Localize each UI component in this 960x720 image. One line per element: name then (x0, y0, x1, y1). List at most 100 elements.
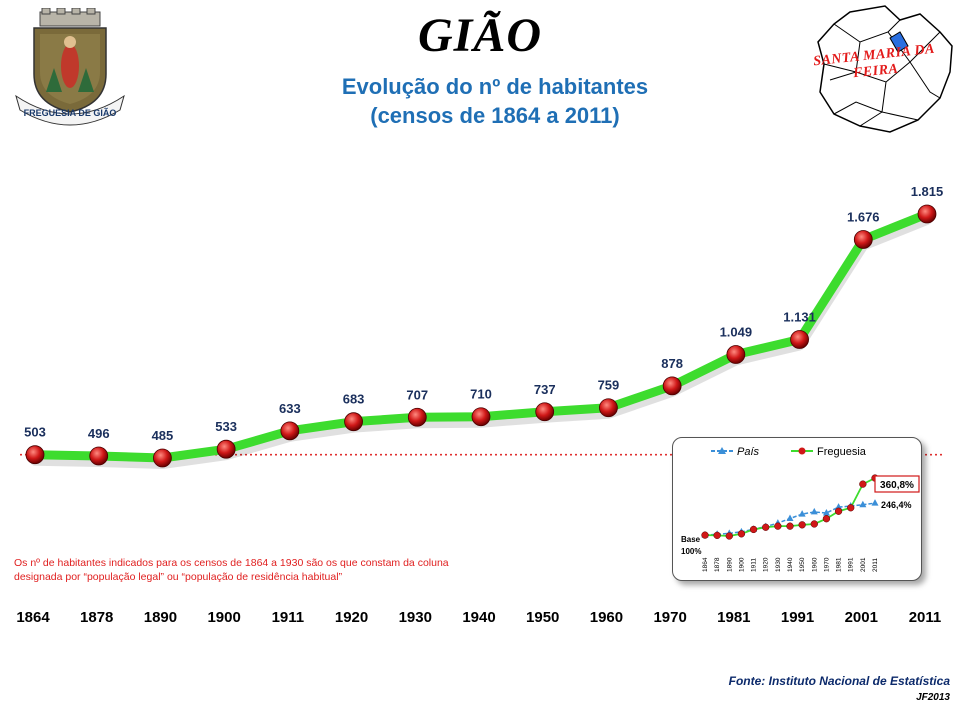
inset-x-tick-1900: 1900 (738, 557, 745, 572)
inset-point-parish-1960 (810, 520, 818, 528)
x-tick-1991: 1991 (781, 609, 814, 626)
parish-coat-of-arms: FREGUESIA DE GIÃO (15, 8, 125, 126)
inset-country-end-label: 246,4% (881, 500, 912, 510)
inset-point-country-1940 (786, 514, 794, 521)
inset-point-country-2011 (871, 499, 879, 506)
data-label-1940: 710 (470, 387, 492, 402)
inset-point-parish-1900 (737, 530, 746, 538)
inset-x-tick-1911: 1911 (751, 558, 758, 572)
data-point-1981 (726, 345, 746, 364)
data-point-1878 (89, 446, 109, 466)
data-source: Fonte: Instituto Nacional de Estatística (728, 674, 950, 688)
data-point-1911 (280, 421, 300, 441)
data-point-1950 (535, 402, 555, 422)
inset-parish-end-box (874, 475, 920, 493)
inset-x-tick-2001: 2001 (860, 557, 867, 572)
inset-x-tick-1991: 1991 (848, 557, 855, 572)
x-tick-1940: 1940 (462, 609, 495, 626)
inset-point-parish-1970 (822, 515, 831, 523)
inset-point-parish-1950 (798, 521, 806, 529)
x-tick-1911: 1911 (272, 609, 305, 626)
inset-x-tick-1950: 1950 (799, 557, 806, 572)
inset-x-tick-1864: 1864 (702, 557, 709, 572)
inset-point-parish-1920 (762, 523, 770, 531)
inset-x-tick-1878: 1878 (714, 557, 721, 572)
inset-point-parish-1911 (749, 525, 758, 534)
inset-x-tick-1920: 1920 (763, 557, 770, 572)
inset-point-parish-1930 (774, 522, 782, 530)
inset-x-tick-1970: 1970 (823, 557, 830, 572)
data-label-1981: 1.049 (720, 325, 753, 340)
emblem-text: FREGUESIA DE GIÃO (24, 108, 117, 118)
data-point-2001 (853, 230, 873, 249)
inset-point-parish-1940 (786, 522, 794, 530)
inset-point-country-1960 (810, 507, 818, 515)
data-point-1864 (25, 445, 45, 465)
inset-point-parish-2001 (859, 480, 867, 488)
x-tick-1981: 1981 (717, 609, 750, 626)
inset-point-parish-1890 (725, 532, 733, 540)
inset-point-country-1950 (798, 510, 806, 517)
x-tick-1890: 1890 (144, 609, 177, 626)
inset-parish-end-label: 360,8% (880, 480, 914, 491)
data-label-2001: 1.676 (847, 210, 880, 225)
census-footnote: Os nº de habitantes indicados para os ce… (14, 557, 449, 583)
data-label-1960: 759 (598, 378, 620, 393)
legend-marker-parish (798, 447, 806, 455)
inset-point-parish-1878 (713, 531, 721, 539)
comparison-inset-chart: País Freguesia 1864 1878 1890 1900 1911 1920 193… (672, 437, 922, 581)
x-tick-2001: 2001 (845, 609, 878, 626)
x-tick-1960: 1960 (590, 609, 623, 626)
x-tick-1900: 1900 (207, 609, 240, 626)
legend-label-parish: Freguesia (817, 446, 867, 458)
data-label-1878: 496 (88, 426, 110, 441)
x-tick-1950: 1950 (526, 609, 559, 626)
inset-x-tick-1940: 1940 (787, 557, 794, 572)
chart-subtitle: Evolução do nº de habitantes (341, 74, 649, 99)
inset-base-label: Base (681, 535, 701, 544)
inset-point-parish-1981 (834, 507, 843, 515)
data-label-1930: 707 (406, 387, 428, 402)
data-point-1970 (662, 376, 682, 396)
data-label-1991: 1.131 (783, 309, 816, 324)
page-title: GIÃO (417, 9, 543, 62)
data-label-1900: 533 (215, 419, 237, 434)
data-label-1920: 683 (343, 392, 365, 407)
x-tick-1970: 1970 (653, 609, 686, 626)
data-point-1900 (216, 439, 236, 459)
data-label-1890: 485 (152, 428, 174, 443)
x-tick-1878: 1878 (80, 609, 113, 626)
data-label-1864: 503 (24, 425, 46, 440)
x-tick-1864: 1864 (16, 609, 50, 626)
x-tick-1920: 1920 (335, 609, 368, 626)
municipality-map (817, 5, 953, 133)
inset-point-parish-1864 (701, 531, 709, 539)
x-tick-2011: 2011 (909, 609, 942, 626)
legend-marker-country (718, 447, 726, 454)
data-point-1920 (344, 412, 363, 432)
inset-point-country-1970 (822, 509, 830, 516)
data-point-1991 (790, 330, 809, 349)
legend-label-country: País (737, 446, 760, 458)
data-point-1930 (407, 407, 427, 427)
data-point-2011 (917, 204, 937, 224)
inset-x-tick-1890: 1890 (726, 557, 733, 572)
inset-point-country-2001 (859, 500, 867, 508)
inset-x-tick-1960: 1960 (811, 557, 818, 572)
inset-point-parish-1991 (847, 504, 855, 512)
data-label-1970: 878 (661, 356, 683, 371)
inset-x-tick-1930: 1930 (775, 557, 782, 572)
data-label-1950: 737 (534, 382, 556, 397)
data-label-2011: 1.815 (911, 184, 944, 199)
x-tick-1930: 1930 (399, 609, 432, 626)
inset-x-tick-1981: 1981 (836, 557, 843, 572)
inset-base-value: 100% (681, 547, 701, 556)
inset-point-country-1981 (835, 503, 843, 510)
data-point-1890 (153, 448, 172, 468)
data-point-1960 (599, 398, 618, 418)
inset-x-tick-2011: 2011 (872, 558, 879, 572)
author-credit: JF2013 (916, 692, 950, 703)
data-point-1940 (471, 407, 491, 427)
data-label-1911: 633 (279, 401, 301, 416)
